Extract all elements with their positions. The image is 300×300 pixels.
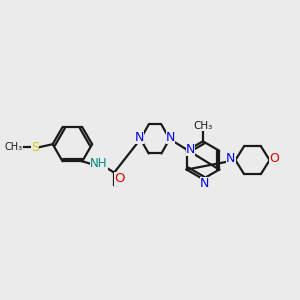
Text: NH: NH bbox=[90, 157, 108, 170]
Text: CH₃: CH₃ bbox=[193, 121, 212, 131]
Text: N: N bbox=[135, 131, 144, 144]
Text: S: S bbox=[31, 141, 39, 154]
Text: O: O bbox=[269, 152, 279, 166]
Text: N: N bbox=[166, 131, 175, 144]
Text: O: O bbox=[114, 172, 124, 185]
Text: N: N bbox=[200, 177, 209, 190]
Text: N: N bbox=[226, 152, 236, 166]
Text: N: N bbox=[186, 143, 195, 156]
Text: CH₃: CH₃ bbox=[4, 142, 22, 152]
